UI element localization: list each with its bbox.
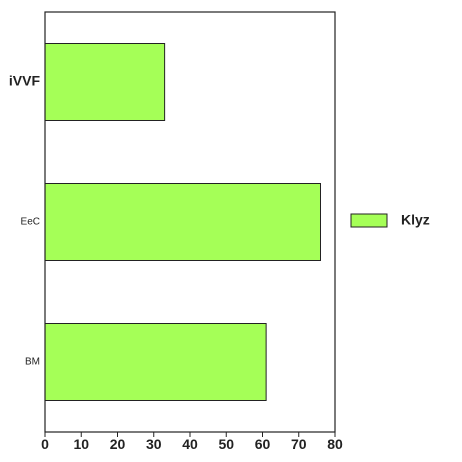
bar-ivvf (44, 43, 166, 121)
x-axis-ticks: 0 10 20 30 40 50 60 70 80 (41, 432, 343, 452)
x-tick-label-30: 30 (146, 436, 162, 452)
y-tick-label-eec: EeC (21, 217, 40, 228)
x-tick-label-50: 50 (218, 436, 234, 452)
x-tick-label-60: 60 (255, 436, 271, 452)
legend: Klyz (350, 212, 430, 228)
legend-label-klyz: Klyz (401, 212, 430, 228)
x-tick-label-20: 20 (110, 436, 126, 452)
x-tick-label-10: 10 (73, 436, 89, 452)
x-tick-label-80: 80 (327, 436, 343, 452)
x-tick-label-40: 40 (182, 436, 198, 452)
x-tick-label-70: 70 (291, 436, 307, 452)
y-tick-label-ivvf: iVVF (9, 73, 41, 89)
bars-group (44, 43, 321, 401)
legend-swatch-klyz (350, 213, 388, 228)
x-tick-label-0: 0 (41, 436, 49, 452)
y-axis-labels: iVVF EeC BM (9, 73, 41, 368)
bar-bm (44, 323, 267, 401)
bar-eec (44, 183, 321, 261)
y-tick-label-bm: BM (25, 357, 40, 368)
